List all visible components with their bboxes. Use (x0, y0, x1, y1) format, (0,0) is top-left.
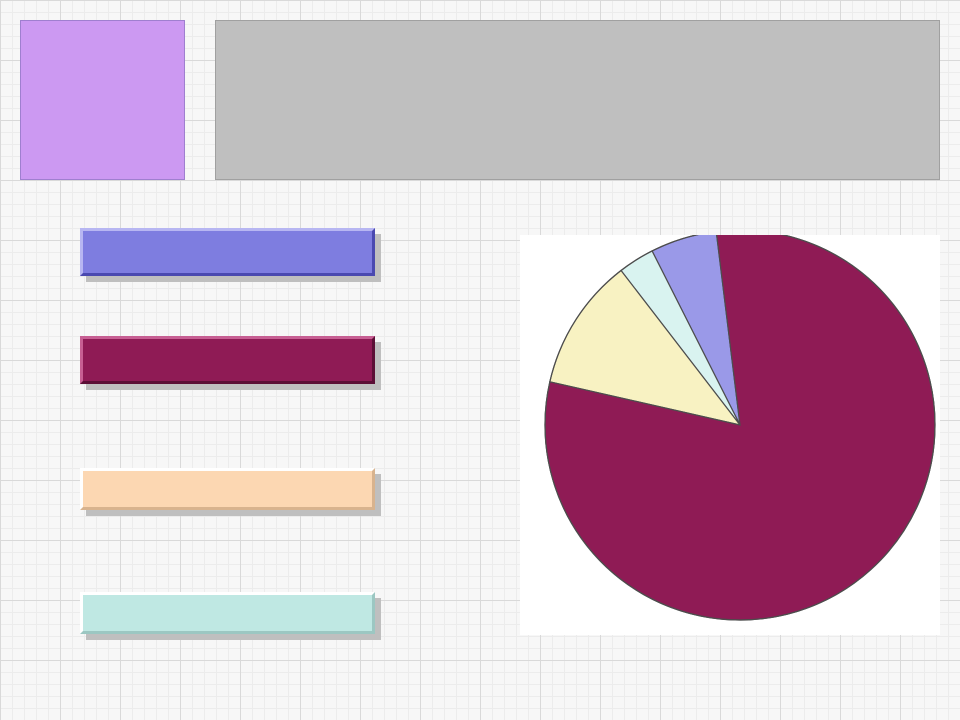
legend-swatch-series-b (80, 336, 375, 384)
pie-chart (520, 235, 940, 635)
pie-chart-panel (520, 235, 940, 635)
logo-box (20, 20, 185, 180)
title-bar (215, 20, 940, 180)
legend-swatch-series-d (80, 592, 375, 634)
legend-swatch-series-a (80, 228, 375, 276)
legend-swatch-series-c (80, 468, 375, 510)
canvas (0, 0, 960, 720)
